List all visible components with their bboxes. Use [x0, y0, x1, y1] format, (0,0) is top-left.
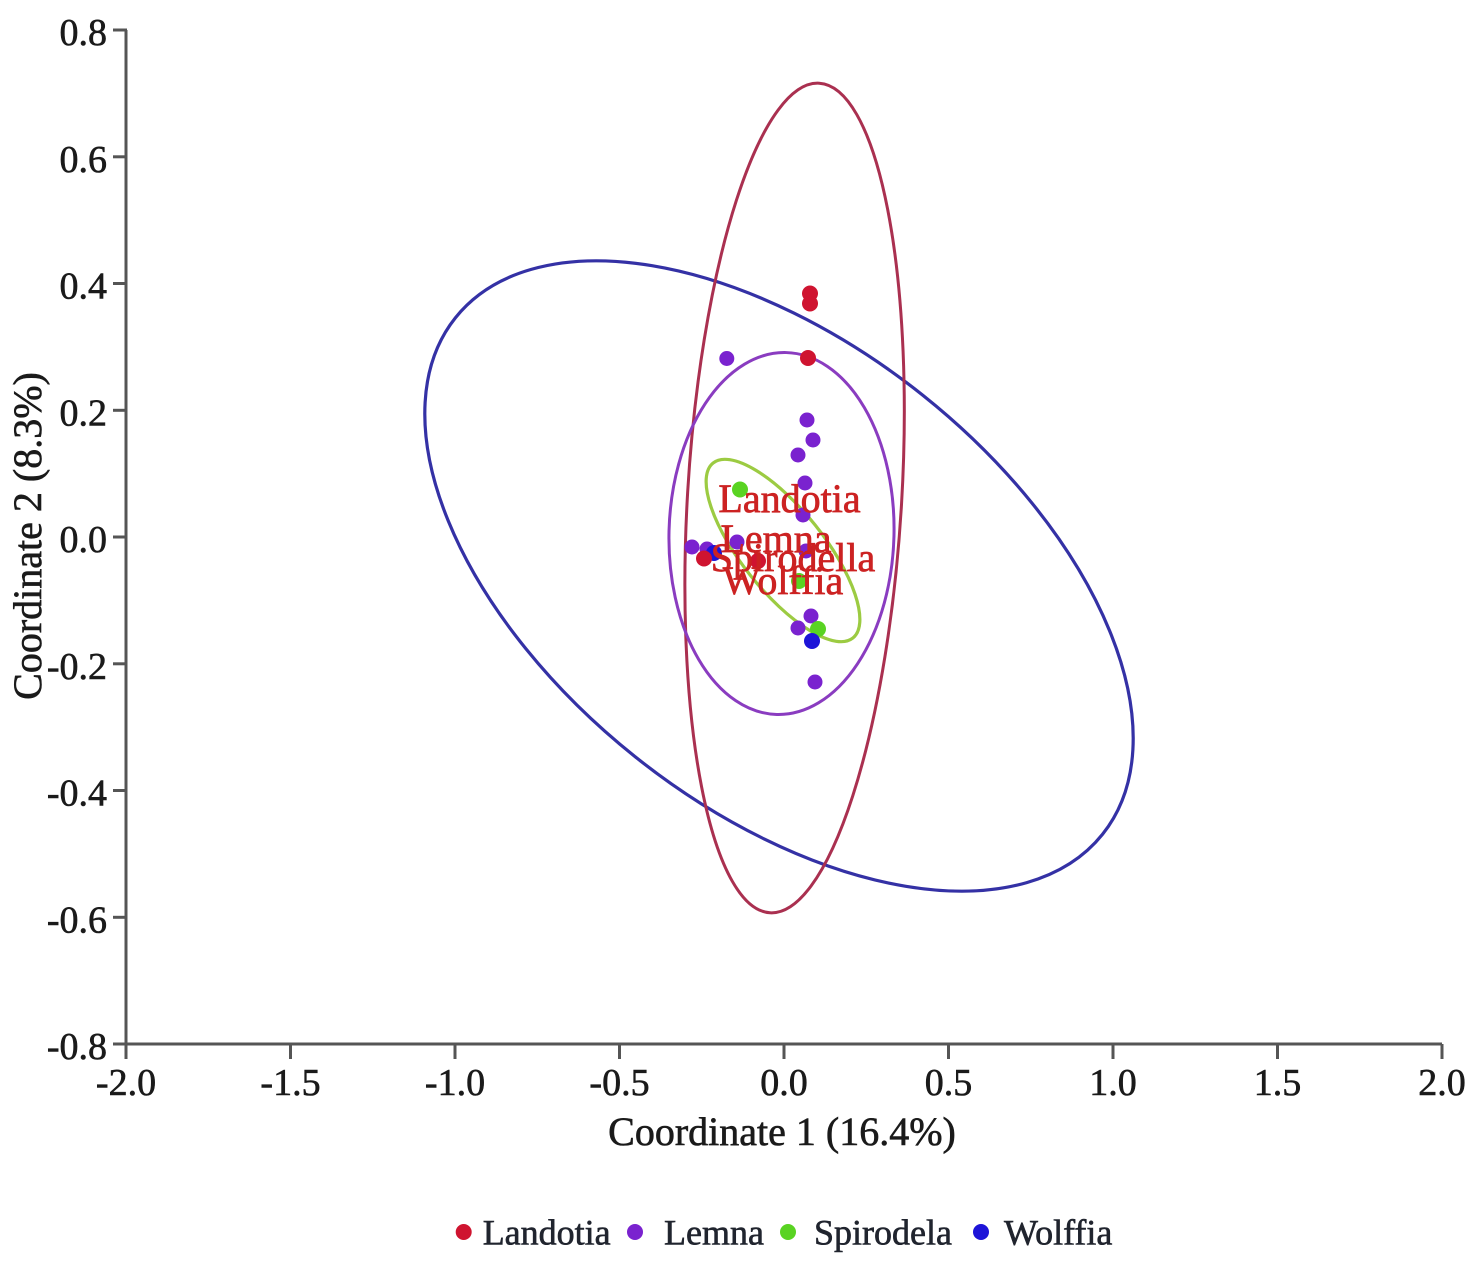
svg-text:-2.0: -2.0: [96, 1062, 156, 1104]
svg-text:-0.8: -0.8: [47, 1026, 107, 1068]
svg-text:-0.4: -0.4: [47, 773, 107, 815]
svg-text:Landotia: Landotia: [483, 1213, 611, 1253]
svg-text:Coordinate 1 (16.4%): Coordinate 1 (16.4%): [608, 1109, 956, 1154]
svg-text:-1.5: -1.5: [260, 1062, 320, 1104]
svg-text:-0.6: -0.6: [47, 899, 107, 941]
svg-text:1.0: 1.0: [1089, 1062, 1137, 1104]
svg-text:0.5: 0.5: [925, 1062, 973, 1104]
svg-text:Wolffia: Wolffia: [723, 558, 844, 603]
svg-text:Coordinate 2 (8.3%): Coordinate 2 (8.3%): [5, 372, 50, 700]
svg-text:Wolffia: Wolffia: [1004, 1213, 1112, 1253]
svg-text:-0.5: -0.5: [589, 1062, 649, 1104]
svg-text:Lemna: Lemna: [720, 516, 831, 561]
svg-text:Lemna: Lemna: [664, 1213, 764, 1253]
svg-text:0.0: 0.0: [60, 519, 108, 561]
svg-text:Spirodela: Spirodela: [814, 1213, 952, 1253]
svg-text:2.0: 2.0: [1418, 1062, 1466, 1104]
svg-text:0.0: 0.0: [760, 1062, 808, 1104]
svg-text:0.6: 0.6: [60, 139, 108, 181]
svg-text:Spirodella: Spirodella: [711, 535, 876, 580]
svg-text:-1.0: -1.0: [425, 1062, 485, 1104]
svg-text:0.8: 0.8: [60, 12, 108, 54]
svg-text:Landotia: Landotia: [718, 476, 860, 521]
svg-text:1.5: 1.5: [1254, 1062, 1302, 1104]
svg-text:0.2: 0.2: [60, 392, 108, 434]
svg-text:0.4: 0.4: [60, 266, 108, 308]
svg-text:-0.2: -0.2: [47, 646, 107, 688]
